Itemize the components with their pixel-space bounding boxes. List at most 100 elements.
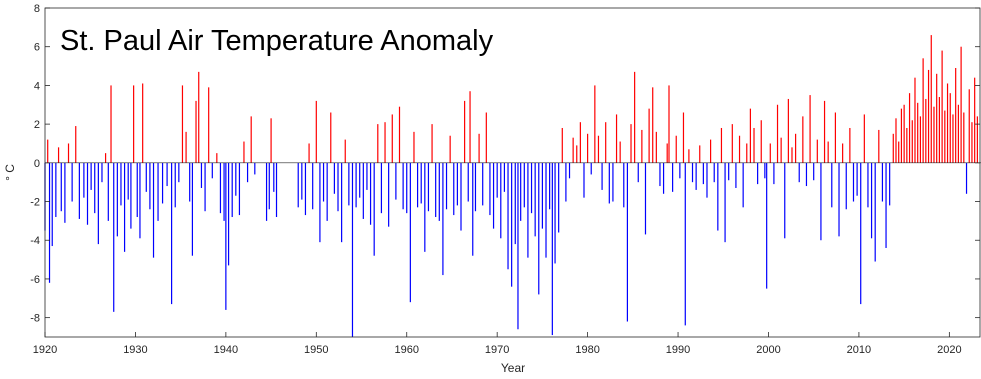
anomaly-bar: [860, 162, 862, 305]
anomaly-bar: [922, 58, 924, 163]
anomaly-bar: [549, 162, 551, 210]
anomaly-bar: [78, 162, 80, 219]
anomaly-bar: [946, 83, 949, 163]
anomaly-bar: [672, 162, 674, 192]
x-tick-label: 1970: [485, 344, 509, 356]
anomaly-bar: [845, 162, 847, 210]
anomaly-bar: [127, 162, 129, 200]
anomaly-bar: [231, 162, 233, 218]
anomaly-bar: [348, 162, 350, 206]
anomaly-bar: [856, 162, 858, 196]
anomaly-bar: [301, 162, 303, 200]
anomaly-bar: [523, 162, 525, 208]
anomaly-bar: [467, 162, 469, 202]
anomaly-bar: [145, 162, 147, 192]
anomaly-bar: [355, 162, 357, 208]
y-tick-label: 2: [34, 119, 40, 131]
anomaly-bar: [594, 85, 596, 163]
anomaly-bar: [86, 162, 89, 225]
x-tick-label: 1930: [123, 344, 147, 356]
anomaly-bar: [892, 133, 894, 163]
x-tick-label: 1980: [575, 344, 599, 356]
anomaly-bar: [445, 162, 448, 210]
anomaly-bar: [813, 162, 815, 181]
anomaly-bar: [149, 162, 151, 210]
anomaly-bar: [406, 162, 408, 214]
anomaly-bar: [442, 162, 444, 276]
anomaly-bar: [204, 162, 206, 212]
anomaly-bar: [507, 162, 509, 270]
anomaly-bar: [166, 162, 168, 187]
anomaly-bar: [464, 100, 466, 163]
anomaly-bar: [930, 35, 932, 163]
y-tick-label: 0: [34, 158, 40, 170]
anomaly-bar: [97, 162, 99, 245]
anomaly-bar: [83, 162, 85, 198]
anomaly-bar: [784, 162, 786, 239]
anomaly-bar: [538, 162, 540, 295]
anomaly-bar: [688, 149, 690, 163]
anomaly-bar: [724, 162, 726, 243]
x-tick-label: 2020: [937, 344, 961, 356]
anomaly-bar: [706, 162, 708, 198]
anomaly-bar: [608, 162, 610, 204]
anomaly-bar: [503, 162, 506, 192]
anomaly-bar: [171, 162, 173, 305]
anomaly-bar: [60, 162, 62, 212]
anomaly-bar: [568, 162, 571, 179]
anomaly-bar: [757, 162, 759, 185]
anomaly-bar: [838, 162, 840, 237]
anomaly-bar: [652, 87, 654, 163]
anomaly-bar: [903, 104, 905, 163]
anomaly-bar: [968, 89, 970, 163]
anomaly-bar: [679, 162, 681, 179]
anomaly-bar: [398, 106, 401, 163]
anomaly-bar: [760, 120, 762, 163]
anomaly-bar: [420, 162, 422, 204]
anomaly-bar: [312, 162, 314, 210]
anomaly-bar: [157, 162, 159, 221]
anomaly-bar: [579, 122, 581, 163]
anomaly-bar: [805, 162, 808, 187]
anomaly-bar: [878, 129, 880, 163]
anomaly-bar: [174, 162, 176, 208]
anomaly-bar: [116, 162, 118, 237]
anomaly-bar: [273, 162, 275, 192]
anomaly-bar: [409, 162, 411, 303]
anomaly-bar: [304, 162, 307, 216]
anomaly-bar: [668, 85, 670, 163]
anomaly-bar: [666, 143, 668, 163]
anomaly-bar: [702, 162, 704, 185]
anomaly-bar: [659, 162, 661, 187]
anomaly-bar: [834, 112, 836, 163]
chart-title: St. Paul Air Temperature Anomaly: [60, 25, 494, 57]
anomaly-bar: [927, 69, 930, 163]
anomaly-bar: [695, 162, 697, 190]
anomaly-bar: [626, 162, 628, 322]
x-tick-label: 1960: [394, 344, 418, 356]
anomaly-bar: [500, 162, 502, 239]
anomaly-bar: [816, 139, 818, 163]
anomaly-bar: [517, 162, 519, 330]
anomaly-bar: [333, 162, 335, 194]
anomaly-bar: [136, 162, 138, 218]
anomaly-bar: [71, 162, 73, 202]
anomaly-bar: [254, 162, 256, 175]
anomaly-bar: [431, 124, 433, 163]
anomaly-bar: [47, 139, 49, 163]
anomaly-bar: [682, 112, 685, 163]
anomaly-bar: [684, 162, 686, 326]
anomaly-bar: [831, 162, 833, 208]
anomaly-bar: [449, 135, 451, 163]
anomaly-bar: [583, 162, 585, 198]
anomaly-bar: [936, 73, 938, 163]
anomaly-bar: [113, 162, 115, 312]
anomaly-bar: [820, 162, 822, 241]
anomaly-bar: [720, 127, 723, 163]
anomaly-bar: [130, 162, 132, 229]
anomaly-bar: [565, 162, 567, 202]
x-tick-label: 1990: [666, 344, 690, 356]
anomaly-bar: [511, 162, 513, 287]
anomaly-bar: [949, 93, 951, 163]
